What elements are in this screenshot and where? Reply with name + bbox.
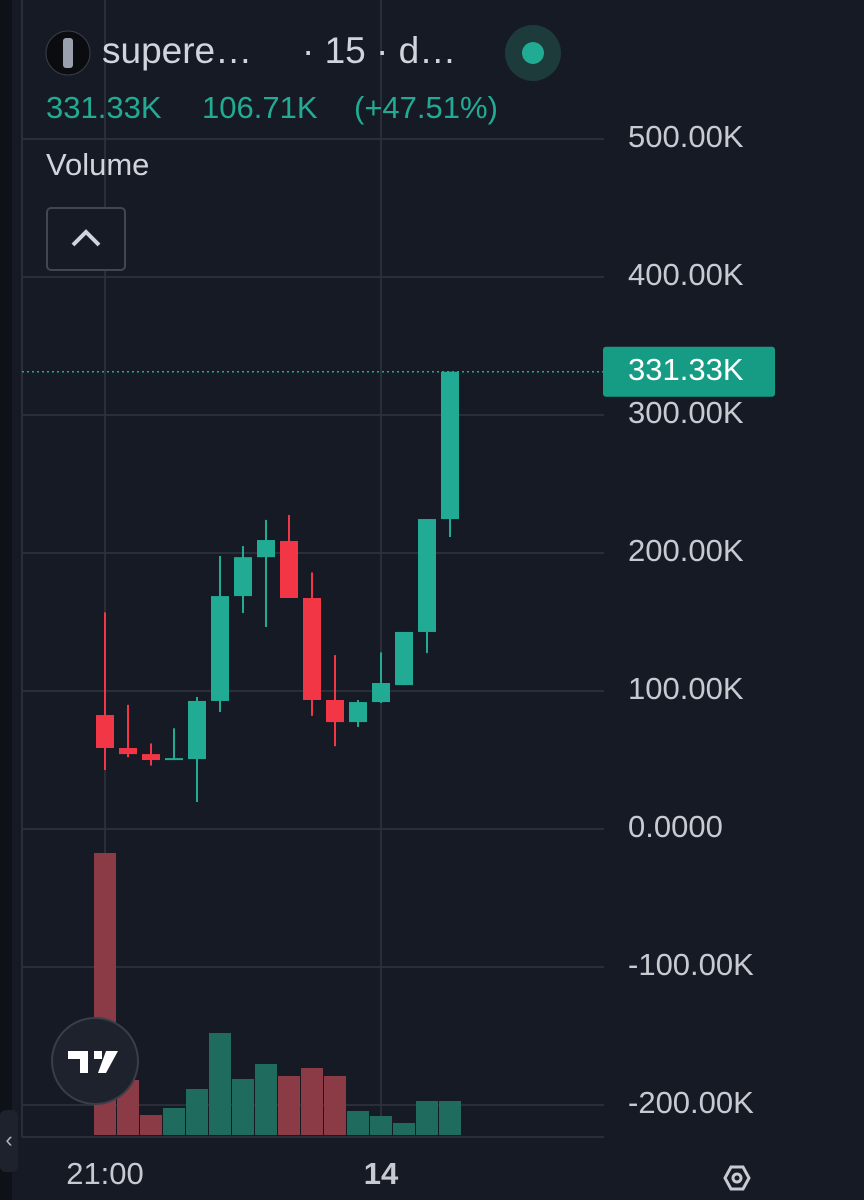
side-toggle[interactable] (0, 1110, 18, 1172)
candle-body (395, 631, 413, 686)
volume-bar (393, 1123, 415, 1135)
candle-body (280, 541, 298, 599)
candle-body (303, 598, 321, 700)
volume-bar (324, 1076, 346, 1135)
volume-bar (140, 1115, 162, 1135)
candle-body (165, 758, 183, 761)
last-price-box (603, 346, 775, 397)
volume-bar (439, 1101, 461, 1135)
volume-bar (186, 1089, 208, 1135)
candle-body (418, 519, 436, 632)
y-tick-label: 0.0000 (628, 809, 723, 844)
volume-bar (347, 1111, 369, 1135)
settings-icon (731, 1172, 743, 1184)
candle-body (349, 702, 367, 723)
candle-body (211, 596, 229, 701)
y-tick-label: -100.00K (628, 947, 754, 982)
y-tick-label: 100.00K (628, 671, 744, 706)
candle-body (257, 540, 275, 558)
side-toggle-icon: ‹ (5, 1127, 12, 1152)
candle-body (119, 748, 137, 755)
last-price-label: 331.33K (628, 352, 744, 387)
volume-bar (301, 1068, 323, 1135)
tv-logo-mark (68, 1051, 118, 1073)
y-tick-label: -200.00K (628, 1085, 754, 1120)
tv-logo[interactable] (51, 1017, 139, 1105)
volume-bar (163, 1108, 185, 1135)
volume-bar (255, 1064, 277, 1135)
volume-bar (232, 1079, 254, 1135)
change-value: 106.71K (202, 90, 318, 125)
volume-bar (209, 1033, 231, 1135)
volume-bar (278, 1076, 300, 1135)
candle-body (234, 557, 252, 597)
symbol-name: supere… (102, 30, 252, 71)
collapse-button[interactable] (46, 207, 126, 271)
y-tick-label: 300.00K (628, 395, 744, 430)
interval: · 15 · d… (302, 30, 456, 71)
change-percent: (+47.51%) (354, 90, 498, 125)
candle-body (326, 699, 344, 723)
candle-body (188, 700, 206, 760)
last-value: 331.33K (46, 90, 162, 125)
x-tick-label: 14 (364, 1156, 399, 1191)
volume-bar (370, 1116, 392, 1135)
candle-body (372, 683, 390, 703)
volume-bar (416, 1101, 438, 1135)
y-tick-label: 200.00K (628, 533, 744, 568)
candle-body (441, 371, 459, 520)
candle-body (142, 754, 160, 761)
y-tick-label: 500.00K (628, 119, 744, 154)
plot-area (22, 0, 604, 1135)
symbol-logo (63, 38, 73, 68)
x-tick-label: 21:00 (66, 1156, 144, 1191)
status-dot (522, 42, 544, 64)
settings-icon[interactable] (723, 1165, 751, 1191)
side-panel (0, 0, 12, 1200)
indicator-name: Volume (46, 147, 149, 182)
collapse-icon (71, 229, 101, 247)
candle-body (96, 715, 114, 749)
y-tick-label: 400.00K (628, 257, 744, 292)
